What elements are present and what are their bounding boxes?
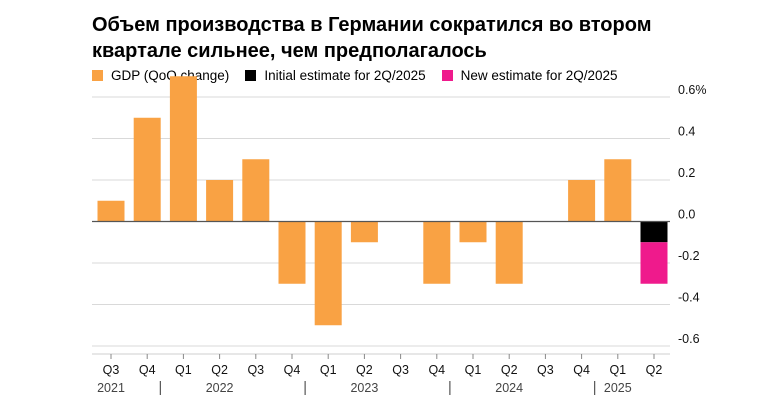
y-tick-label: -0.4 [678, 291, 700, 305]
bar-gdp [459, 221, 487, 243]
x-tick-label: Q4 [428, 363, 445, 377]
x-tick-label: Q2 [646, 363, 663, 377]
y-tick-label: -0.6 [678, 332, 700, 346]
legend-swatch-new-estimate [441, 70, 453, 81]
x-tick-label: Q2 [356, 363, 373, 377]
year-label: 2023 [350, 381, 378, 395]
bar-gdp [495, 221, 523, 284]
legend-item-new-estimate: New estimate for 2Q/2025 [441, 68, 618, 83]
x-tick-label: Q1 [175, 363, 192, 377]
x-tick-label: Q2 [501, 363, 518, 377]
y-tick-label: -0.2 [678, 249, 700, 263]
x-tick-label: Q3 [537, 363, 554, 377]
grid-lines [92, 96, 670, 347]
x-tick-label: Q3 [392, 363, 409, 377]
x-tick-label: Q1 [465, 363, 482, 377]
legend-label-gdp: GDP (QoQ change) [111, 68, 230, 83]
x-tick-label: Q4 [284, 363, 301, 377]
x-tick-label: Q1 [320, 363, 337, 377]
bar-new-estimate [640, 242, 668, 284]
year-label: 2022 [206, 381, 234, 395]
x-tick-label: Q1 [609, 363, 626, 377]
legend-item-initial-estimate: Initial estimate for 2Q/2025 [245, 68, 426, 83]
x-tick-label: Q4 [139, 363, 156, 377]
bar-gdp [314, 221, 342, 326]
legend-label-initial-estimate: Initial estimate for 2Q/2025 [264, 68, 426, 83]
bar-gdp [97, 200, 125, 222]
legend-swatch-initial-estimate [245, 70, 257, 81]
bar-gdp [423, 221, 451, 284]
bar-initial-estimate [640, 221, 668, 243]
y-tick-label: 0.4 [678, 125, 695, 139]
y-tick-label: 0.0 [678, 208, 695, 222]
bar-gdp [133, 117, 161, 222]
legend-label-new-estimate: New estimate for 2Q/2025 [460, 68, 618, 83]
year-label: 2021 [97, 381, 125, 395]
x-tick-label: Q2 [211, 363, 228, 377]
y-tick-label: 0.6% [678, 83, 707, 97]
legend-item-gdp: GDP (QoQ change) [92, 68, 229, 83]
bar-gdp [604, 159, 632, 222]
x-tick-label: Q3 [247, 363, 264, 377]
bar-gdp [206, 180, 234, 222]
bar-gdp [278, 221, 306, 284]
legend: GDP (QoQ change) Initial estimate for 2Q… [92, 68, 617, 83]
bar-gdp [169, 76, 197, 222]
legend-swatch-gdp [92, 70, 103, 81]
y-tick-label: 0.2 [678, 166, 695, 180]
x-tick-label: Q4 [573, 363, 590, 377]
chart-title: Объем производства в Германии сократился… [92, 14, 652, 62]
year-label: 2025 [604, 381, 632, 395]
axes: 0.6% 0.4 0.2 0.0 -0.2 -0.4 -0.6 Q3 Q4 Q1 Q2 Q3 Q4 Q1 Q… [92, 83, 707, 395]
x-tick-label: Q3 [103, 363, 120, 377]
year-label: 2024 [495, 381, 523, 395]
bars [97, 76, 668, 326]
bar-gdp [242, 159, 270, 222]
bar-gdp [568, 180, 596, 222]
bar-gdp [350, 221, 378, 243]
